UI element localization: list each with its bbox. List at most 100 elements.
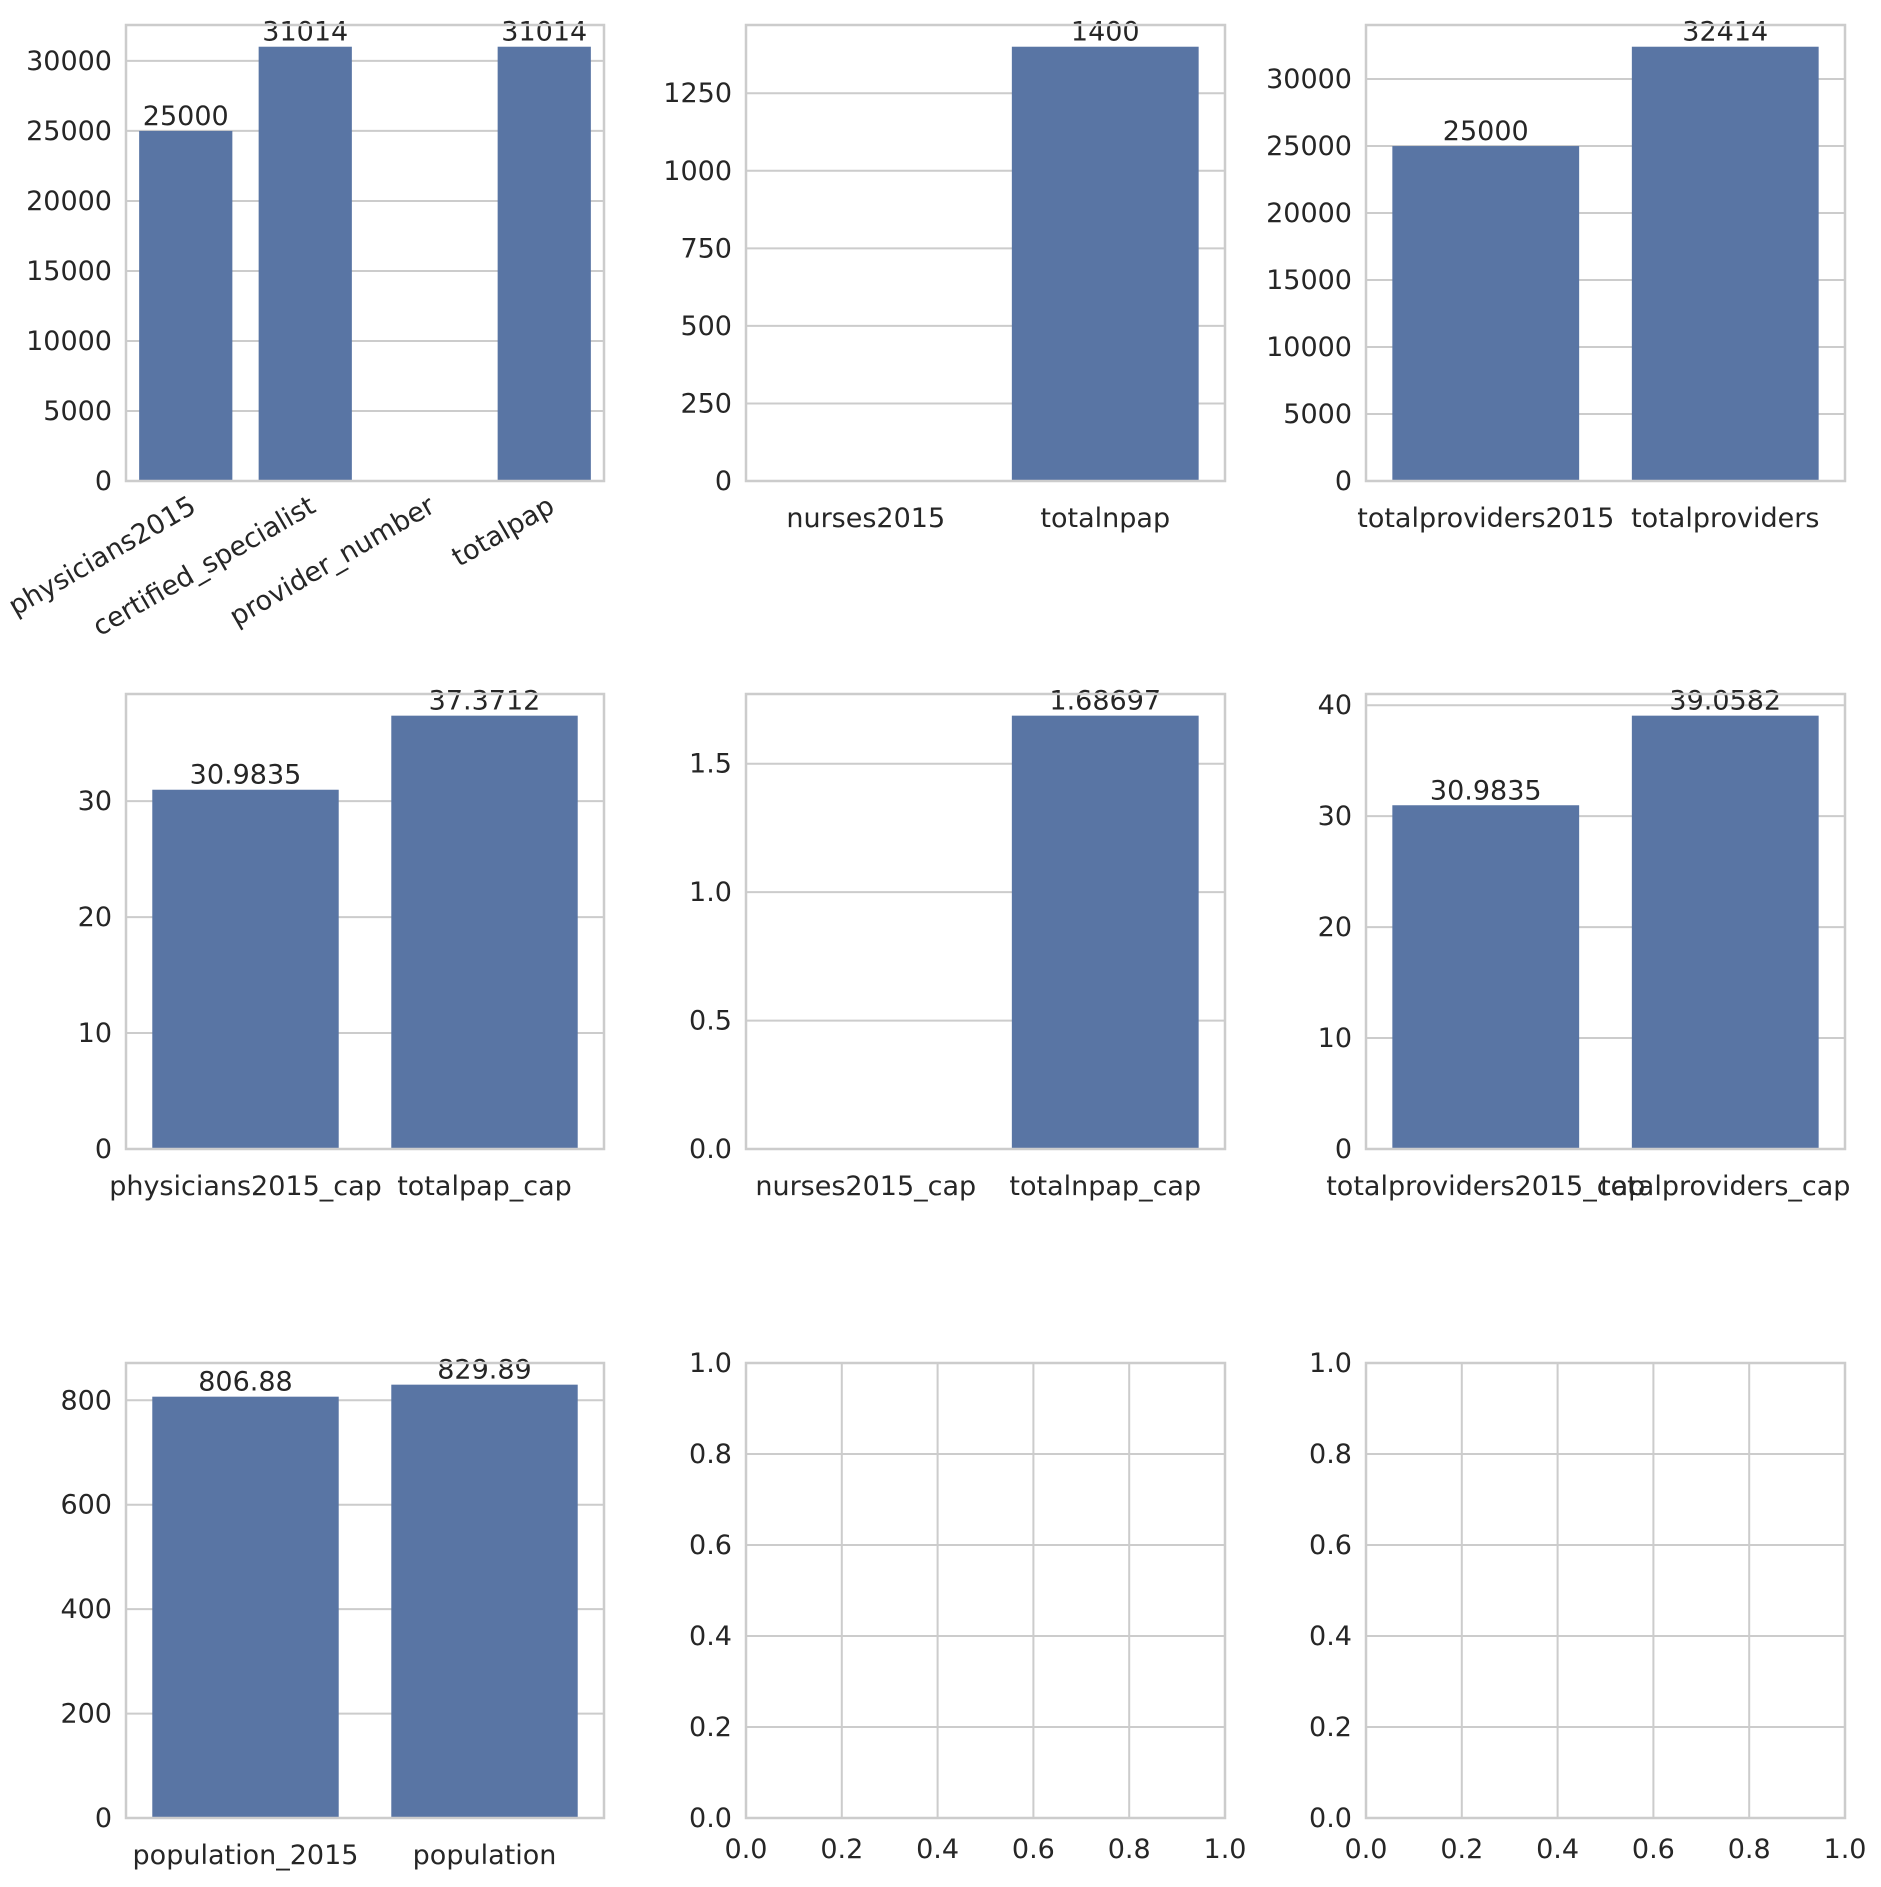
subplot-7: 0 200 400 600 800 806.88 population_2015 829.89… [60, 1355, 606, 1871]
bar-population [391, 1384, 578, 1818]
data-label: 39.0582 [1669, 686, 1781, 717]
x-tick-label: 0.8 [1728, 1834, 1771, 1865]
axes-frame [1364, 692, 1847, 1151]
y-tick-label: 15000 [26, 256, 112, 287]
y-tick-label: 1.5 [689, 749, 732, 780]
y-tick-label: 0 [715, 466, 732, 497]
x-tick-label: totalproviders_cap [1600, 1171, 1850, 1202]
y-tick-label: 1000 [663, 156, 732, 187]
y-tick-label: 0.0 [1309, 1803, 1352, 1834]
bar-totalnpap_cap [1011, 715, 1199, 1149]
bar-totalproviders2015 [1392, 146, 1580, 481]
y-tick-label: 0.2 [689, 1712, 732, 1743]
y-tick-label: 0 [95, 1134, 112, 1165]
x-tick-label: provider_number [224, 490, 441, 633]
y-tick-label: 10 [78, 1018, 112, 1049]
x-tick-label: totalnpap [1040, 503, 1170, 534]
y-tick-label: 25000 [26, 116, 112, 147]
y-tick-label: 250 [680, 388, 732, 419]
subplot-6: 0 10 20 30 40 30.9835 totalproviders2015_cap 39… [1318, 686, 1851, 1202]
y-tick-label: 1250 [663, 78, 732, 109]
subplot-4: 0 10 20 30 30.9835 physicians2015_cap 37.3712 t… [78, 686, 606, 1202]
bar-population_2015 [152, 1396, 339, 1818]
x-tick-label: 1.0 [1204, 1834, 1247, 1865]
x-tick-label: totalproviders [1631, 503, 1819, 534]
data-label: 1400 [1071, 17, 1140, 48]
y-tick-label: 0.2 [1309, 1712, 1352, 1743]
bar-certified_specialist [258, 46, 352, 481]
bar-totalproviders2015_cap [1392, 805, 1580, 1149]
y-tick-label: 0.6 [1309, 1530, 1352, 1561]
y-tick-label: 0.5 [689, 1006, 732, 1037]
y-tick-label: 750 [680, 233, 732, 264]
axes-frame [744, 23, 1227, 483]
y-tick-label: 400 [60, 1594, 112, 1625]
data-label: 25000 [1443, 116, 1529, 147]
subplot-1: 05000100001500020000250003000025000physi… [3, 17, 606, 643]
x-tick-label: nurses2015 [786, 503, 945, 534]
y-tick-label: 1.0 [689, 1348, 732, 1379]
subplot-2: 0 250 500 750 1000 1250 nurses2015 1400 totalnpa… [663, 17, 1227, 534]
bar-totalproviders [1631, 46, 1819, 482]
data-label: 829.89 [437, 1355, 531, 1386]
x-tick-label: 0.6 [1012, 1834, 1055, 1865]
data-label: 32414 [1682, 17, 1768, 48]
x-tick-label: 0.0 [1345, 1834, 1388, 1865]
y-tick-label: 30000 [26, 46, 112, 77]
y-tick-label: 25000 [1266, 131, 1352, 162]
y-tick-label: 5000 [43, 396, 112, 427]
y-tick-label: 0.0 [689, 1803, 732, 1834]
x-tick-label: 0.4 [916, 1834, 959, 1865]
y-tick-label: 1.0 [1309, 1348, 1352, 1379]
y-tick-label: 200 [60, 1699, 112, 1730]
y-tick-label: 20 [1318, 912, 1352, 943]
data-label: 30.9835 [190, 760, 302, 791]
subplot-9: 0.0 0.2 0.4 0.6 0.8 1.0 0.0 0.2 0.4 0.6 0.8 1.0 [1309, 1348, 1866, 1865]
y-tick-label: 0.4 [1309, 1621, 1352, 1652]
y-tick-label: 0.8 [1309, 1439, 1352, 1470]
y-tick-label: 0 [95, 1803, 112, 1834]
y-tick-label: 30 [78, 786, 112, 817]
y-tick-label: 30 [1318, 801, 1352, 832]
data-label: 806.88 [198, 1367, 292, 1398]
axes-frame [124, 1361, 606, 1820]
y-tick-label: 10000 [1266, 332, 1352, 363]
bar-totalpap [497, 46, 591, 481]
data-label: 30.9835 [1430, 775, 1542, 806]
x-tick-label: population_2015 [133, 1840, 359, 1871]
subplot-3: 0 5000 10000 15000 20000 25000 30000 25000 total… [1266, 17, 1847, 534]
axes-frame [1364, 23, 1847, 483]
y-tick-label: 0.4 [689, 1621, 732, 1652]
axes-frame [124, 23, 606, 483]
y-tick-label: 20000 [1266, 198, 1352, 229]
x-tick-label: totalproviders2015 [1357, 503, 1614, 534]
y-tick-label: 5000 [1283, 399, 1352, 430]
y-tick-label: 0.0 [689, 1134, 732, 1165]
data-label: 1.68697 [1049, 686, 1161, 717]
x-tick-label: totalpap_cap [397, 1171, 572, 1202]
y-tick-label: 0.8 [689, 1439, 732, 1470]
y-tick-label: 0 [1335, 466, 1352, 497]
bar-totalproviders_cap [1631, 715, 1819, 1149]
x-tick-label: physicians2015_cap [109, 1171, 382, 1202]
subplot-8: 0.0 0.2 0.4 0.6 0.8 1.0 0.0 0.2 0.4 0.6 0.8 1.0 [689, 1348, 1246, 1865]
x-tick-label: population [413, 1840, 557, 1871]
data-label: 31014 [262, 17, 348, 48]
y-tick-label: 20000 [26, 186, 112, 217]
x-tick-label: 0.8 [1108, 1834, 1151, 1865]
x-tick-label: totalproviders2015_cap [1326, 1171, 1645, 1202]
y-tick-label: 15000 [1266, 265, 1352, 296]
x-tick-label: certified_specialist [88, 490, 321, 642]
y-tick-label: 500 [680, 311, 732, 342]
subplot-5: 0.0 0.5 1.0 1.5 nurses2015_cap 1.68697 totalnp… [689, 686, 1227, 1202]
y-tick-label: 0.6 [689, 1530, 732, 1561]
axes-frame [124, 692, 606, 1151]
x-tick-label: 0.2 [1440, 1834, 1483, 1865]
y-tick-label: 10000 [26, 326, 112, 357]
y-tick-label: 30000 [1266, 64, 1352, 95]
x-tick-label: nurses2015_cap [755, 1171, 976, 1202]
x-tick-label: 0.6 [1632, 1834, 1675, 1865]
y-tick-label: 600 [60, 1490, 112, 1521]
y-tick-label: 0 [95, 466, 112, 497]
